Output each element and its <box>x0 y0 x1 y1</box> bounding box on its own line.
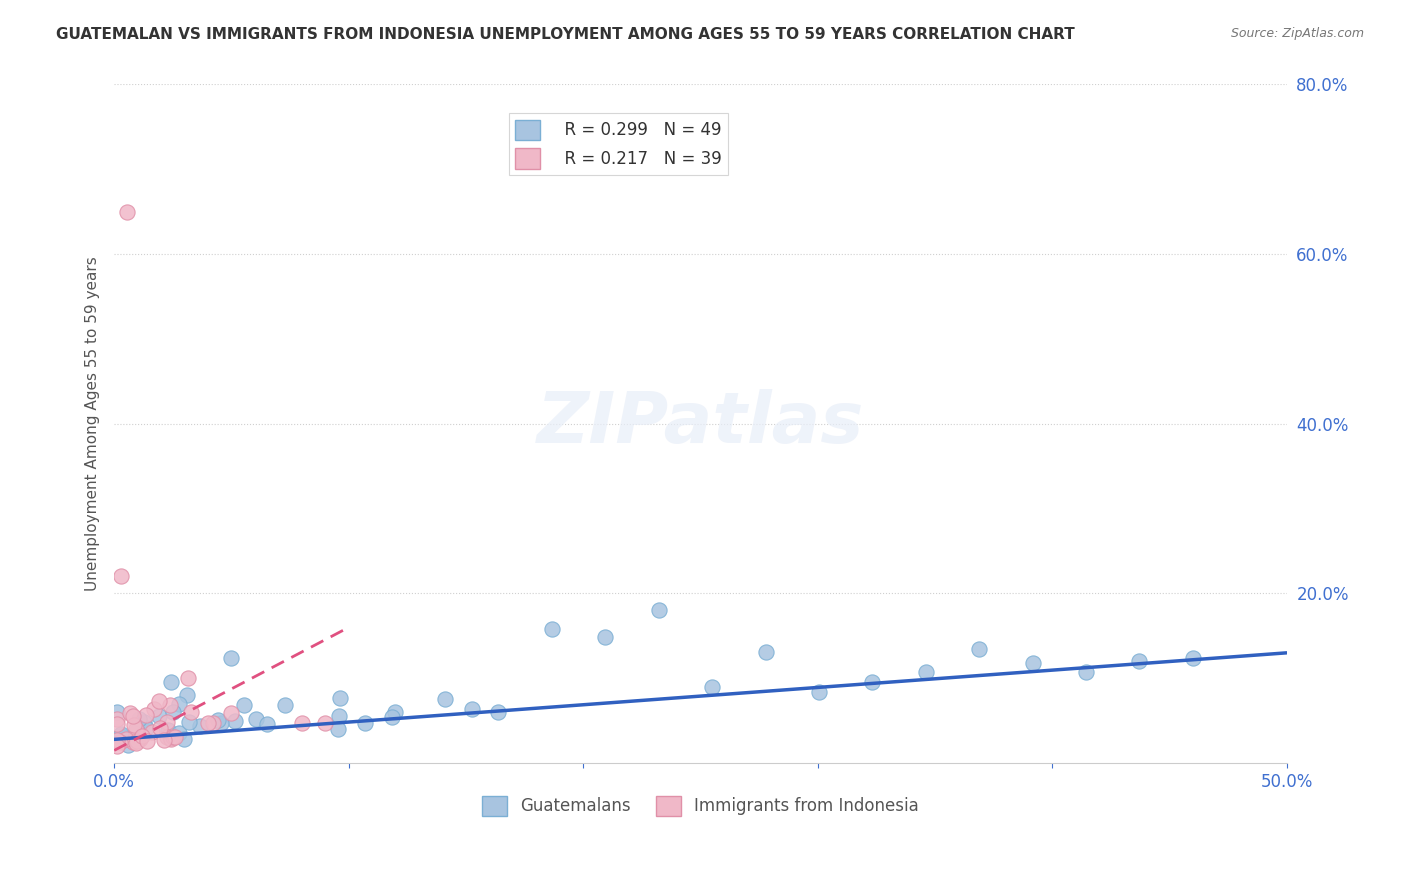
Point <box>125 736 148 750</box>
Point <box>124 732 146 747</box>
Point <box>131 729 153 743</box>
Point <box>122 735 145 749</box>
Point <box>176 688 198 702</box>
Point <box>159 698 181 712</box>
Point <box>188 719 211 733</box>
Point <box>156 731 179 745</box>
Point <box>967 642 990 657</box>
Point <box>1074 665 1097 679</box>
Point <box>201 715 224 730</box>
Point <box>224 714 246 728</box>
Point <box>807 684 830 698</box>
Point <box>149 721 172 735</box>
Point <box>209 716 232 731</box>
Point <box>1021 656 1043 670</box>
Y-axis label: Unemployment Among Ages 55 to 59 years: Unemployment Among Ages 55 to 59 years <box>86 256 100 591</box>
Point <box>114 732 136 747</box>
Point <box>914 665 936 679</box>
Point <box>328 722 350 736</box>
Point <box>860 674 883 689</box>
Point <box>700 680 723 694</box>
Point <box>125 723 148 737</box>
Point <box>754 645 776 659</box>
Point <box>162 705 184 719</box>
Point <box>160 732 183 747</box>
Point <box>125 723 148 738</box>
Point <box>115 204 138 219</box>
Point <box>135 707 157 722</box>
Point <box>118 706 141 720</box>
Point <box>329 690 352 705</box>
Point <box>461 701 484 715</box>
Point <box>148 708 170 723</box>
Point <box>595 630 617 644</box>
Point <box>1181 651 1204 665</box>
Point <box>135 721 157 735</box>
Point <box>541 622 564 636</box>
Point <box>233 698 256 713</box>
Point <box>245 712 267 726</box>
Point <box>110 729 132 743</box>
Point <box>488 705 510 719</box>
Point <box>314 715 336 730</box>
Point <box>167 726 190 740</box>
Point <box>157 723 180 738</box>
Point <box>128 712 150 726</box>
Point <box>105 717 128 731</box>
Point <box>177 714 200 729</box>
Point <box>141 725 163 739</box>
Point <box>117 738 139 752</box>
Point <box>354 715 377 730</box>
Legend: Guatemalans, Immigrants from Indonesia: Guatemalans, Immigrants from Indonesia <box>475 789 925 822</box>
Text: GUATEMALAN VS IMMIGRANTS FROM INDONESIA UNEMPLOYMENT AMONG AGES 55 TO 59 YEARS C: GUATEMALAN VS IMMIGRANTS FROM INDONESIA … <box>56 27 1076 42</box>
Point <box>153 733 176 747</box>
Point <box>647 603 669 617</box>
Point <box>136 734 159 748</box>
Text: ZIPatlas: ZIPatlas <box>537 389 865 458</box>
Point <box>110 569 132 583</box>
Point <box>159 674 181 689</box>
Point <box>132 715 155 730</box>
Point <box>176 671 198 685</box>
Point <box>162 730 184 744</box>
Point <box>156 715 179 730</box>
Point <box>105 712 128 726</box>
Point <box>256 717 278 731</box>
Point <box>122 718 145 732</box>
Point <box>381 709 404 723</box>
Point <box>163 730 186 744</box>
Point <box>291 716 314 731</box>
Point <box>105 739 128 753</box>
Point <box>105 705 128 719</box>
Point <box>108 735 131 749</box>
Point <box>384 705 406 719</box>
Point <box>221 706 243 721</box>
Point <box>129 732 152 747</box>
Point <box>122 709 145 723</box>
Point <box>1128 654 1150 668</box>
Point <box>111 732 134 747</box>
Point <box>110 727 132 741</box>
Point <box>125 733 148 747</box>
Point <box>105 733 128 747</box>
Point <box>180 705 202 719</box>
Point <box>207 713 229 727</box>
Point <box>173 731 195 746</box>
Text: Source: ZipAtlas.com: Source: ZipAtlas.com <box>1230 27 1364 40</box>
Point <box>142 702 165 716</box>
Point <box>159 731 181 745</box>
Point <box>434 692 457 706</box>
Point <box>148 693 170 707</box>
Point <box>328 709 350 723</box>
Point <box>197 716 219 731</box>
Point <box>221 651 243 665</box>
Point <box>169 697 191 711</box>
Point <box>274 698 297 712</box>
